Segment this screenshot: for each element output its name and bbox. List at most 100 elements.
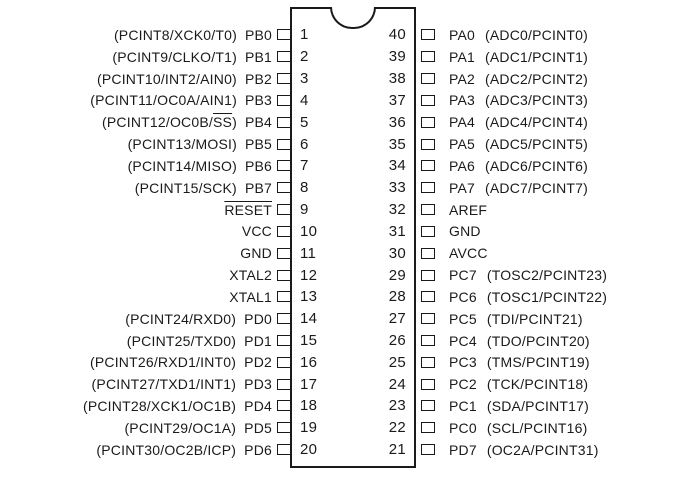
pin-port-label: PC6 xyxy=(449,288,477,305)
pin-number-15: 15 xyxy=(300,332,318,349)
pin-function-label: (ADC6/PCINT6) xyxy=(485,157,588,174)
pin-pad-icon xyxy=(277,182,291,194)
pin-number-39: 39 xyxy=(388,48,406,66)
pin-port-label: PC4 xyxy=(449,332,477,349)
pin-pad-icon xyxy=(277,204,291,216)
pin-port-label: VCC xyxy=(241,223,272,240)
pin-function-label: (PCINT9/CLKO/T1) xyxy=(112,48,237,65)
pin-number-29: 29 xyxy=(388,266,406,284)
pin-function-label: (PCINT28/XCK1/OC1B) xyxy=(82,397,237,414)
pin-row-10: VCC xyxy=(0,220,291,242)
pin-row-16: (PCINT26/RXD1/INT0) PD2 xyxy=(0,351,291,373)
pin-number-33: 33 xyxy=(388,179,406,197)
pin-port-label: PC3 xyxy=(449,354,477,371)
pin-number-4: 4 xyxy=(300,91,309,109)
pin-function-label: (PCINT29/OC1A) xyxy=(124,419,237,436)
pin-pad-icon xyxy=(277,444,291,456)
pin-port-label: PA7 xyxy=(449,179,476,196)
left-pin-labels-column: (PCINT8/XCK0/T0) PB0 (PCINT9/CLKO/T1) PB1 (P… xyxy=(0,24,291,461)
pin-port-label: PD6 xyxy=(244,441,272,458)
pin-row-37: PA3 (ADC3/PCINT3) xyxy=(416,89,680,111)
pin-number-5: 5 xyxy=(300,113,309,131)
pin-function-label: (PCINT12/OC0B/SS) xyxy=(102,114,237,131)
pin-row-27: PC5 (TDI/PCINT21) xyxy=(416,308,680,330)
pin-pad-icon xyxy=(277,335,291,346)
pin-number-17: 17 xyxy=(300,375,318,393)
pin-number-19: 19 xyxy=(300,419,318,437)
pin-pad-icon xyxy=(421,29,435,41)
pin-function-label: (PCINT25/TXD0) xyxy=(126,332,237,349)
pin-pad-icon xyxy=(421,160,435,172)
pin-function-label: (SDA/PCINT17) xyxy=(486,397,590,414)
pin-pad-icon xyxy=(277,225,291,237)
pin-function-label: (TDO/PCINT20) xyxy=(486,332,590,349)
pin-pad-icon xyxy=(421,444,435,456)
pin-number-25: 25 xyxy=(388,353,406,371)
pin-port-label: GND xyxy=(449,223,481,240)
pin-row-12: XTAL2 xyxy=(0,264,291,286)
pin-number-26: 26 xyxy=(388,332,406,349)
pin-function-label: (PCINT8/XCK0/T0) xyxy=(113,26,237,43)
pin-function-label: (TDI/PCINT21) xyxy=(486,310,583,327)
pin-port-label: PB4 xyxy=(244,114,272,131)
pin-port-label: PB6 xyxy=(244,157,272,174)
pin-port-label: PA0 xyxy=(449,26,476,43)
pin-row-32: AREF xyxy=(416,199,680,221)
pin-port-label: PA5 xyxy=(449,136,476,153)
pin-number-36: 36 xyxy=(388,113,406,131)
pin-row-2: (PCINT9/CLKO/T1) PB1 xyxy=(0,46,291,68)
pin-number-37: 37 xyxy=(388,91,406,109)
pin-port-label: PD3 xyxy=(244,376,272,393)
pin-pad-icon xyxy=(421,335,435,346)
pin-number-9: 9 xyxy=(300,201,309,219)
pin-port-label: PD0 xyxy=(244,310,272,327)
pin-number-23: 23 xyxy=(388,397,406,415)
pin-pad-icon xyxy=(277,313,291,325)
pin-number-35: 35 xyxy=(388,135,406,153)
pin-row-39: PA1 (ADC1/PCINT1) xyxy=(416,46,680,68)
pin-port-label: PC2 xyxy=(449,376,477,393)
pin-row-19: (PCINT29/OC1A) PD5 xyxy=(0,417,291,439)
pin-function-label: (PCINT24/RXD0) xyxy=(125,310,237,327)
pin-port-label: PA6 xyxy=(449,157,476,174)
pin-function-label: (ADC2/PCINT2) xyxy=(485,70,588,87)
pin-port-label: PB2 xyxy=(244,70,272,87)
pin-pad-icon xyxy=(421,269,435,281)
right-pin-numbers-column: 40 39 38 37 36 35 34 33 32 31 30 29 28 27 26 25 24 23 22 21 xyxy=(389,24,406,461)
pin-pad-icon xyxy=(277,356,291,368)
pin-row-9: RESET xyxy=(0,199,291,221)
pin-row-28: PC6 (TOSC1/PCINT22) xyxy=(416,286,680,308)
pin-number-27: 27 xyxy=(388,310,406,328)
pin-pad-icon xyxy=(277,138,291,150)
pin-port-label: PC0 xyxy=(449,419,477,436)
pin-port-label: PD7 xyxy=(449,441,477,458)
pin-row-7: (PCINT14/MISO) PB6 xyxy=(0,155,291,177)
pin-row-36: PA4 (ADC4/PCINT4) xyxy=(416,111,680,133)
pin-row-13: XTAL1 xyxy=(0,286,291,308)
pin-pad-icon xyxy=(421,247,435,259)
pin-function-label: (PCINT14/MISO) xyxy=(127,157,237,174)
pin-pad-icon xyxy=(421,313,435,325)
pin-port-label: PA4 xyxy=(449,114,476,131)
pin-pad-icon xyxy=(277,116,291,128)
pin-port-label: PA1 xyxy=(449,48,476,65)
pin-pad-icon xyxy=(421,400,435,412)
pin-pad-icon xyxy=(421,51,435,63)
pin-port-label: PA2 xyxy=(449,70,476,87)
pin-pad-icon xyxy=(277,269,291,281)
pin-port-label: PB0 xyxy=(244,26,272,43)
pin-row-34: PA6 (ADC6/PCINT6) xyxy=(416,155,680,177)
pin-port-label: PD2 xyxy=(244,354,272,371)
pin-port-label: PD4 xyxy=(244,397,272,414)
pin-pad-icon xyxy=(421,225,435,237)
pin-port-label: XTAL2 xyxy=(229,267,272,284)
pin-function-label: (SCL/PCINT16) xyxy=(486,419,588,436)
pin-function-label: (TOSC2/PCINT23) xyxy=(486,267,608,284)
pin-function-label: (ADC7/PCINT7) xyxy=(485,179,588,196)
pin-port-label: PC7 xyxy=(449,267,477,284)
pin-pad-icon xyxy=(421,422,435,434)
pin-function-label: (TOSC1/PCINT22) xyxy=(486,288,608,305)
pin-pad-icon xyxy=(421,378,435,390)
pin-function-label: (ADC5/PCINT5) xyxy=(485,136,588,153)
